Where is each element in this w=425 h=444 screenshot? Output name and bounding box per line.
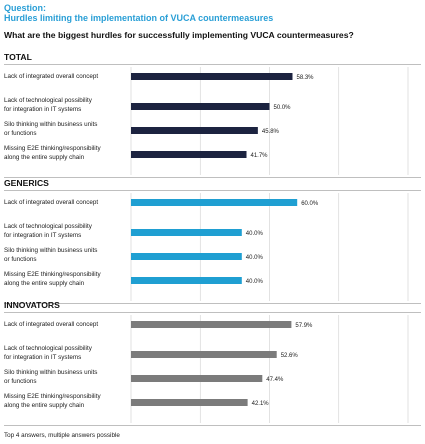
value-label: 52.6%	[281, 353, 299, 359]
value-label: 50.0%	[274, 105, 292, 111]
bar	[131, 229, 242, 236]
category-label: Missing E2E thinking/responsibility along…	[4, 145, 101, 161]
question-subtitle: Hurdles limiting the implementation of V…	[4, 13, 274, 23]
bar	[131, 277, 242, 284]
category-label: Lack of integrated overall concept	[4, 199, 98, 206]
bar-chart-total: Lack of integrated overall concept 58.3% L…	[4, 67, 409, 175]
panel-title: TOTAL	[4, 52, 32, 62]
category-label: Lack of technological possibility for int…	[4, 345, 93, 361]
value-label: 40.0%	[246, 231, 264, 237]
bar	[131, 199, 298, 206]
category-label: Silo thinking within business units or fu…	[4, 121, 97, 137]
category-label: Lack of technological possibility for int…	[4, 97, 93, 113]
footnote: Top 4 answers, multiple answers possible	[4, 432, 120, 439]
category-label: Missing E2E thinking/responsibility along…	[4, 393, 101, 409]
main-question: What are the biggest hurdles for success…	[4, 30, 354, 40]
bar	[131, 351, 277, 358]
bar	[131, 151, 247, 158]
bar	[131, 399, 248, 406]
bar	[131, 253, 242, 260]
panel-title: GENERICS	[4, 178, 49, 188]
chart-box: Lack of integrated overall concept 58.3% L…	[4, 64, 421, 178]
bar	[131, 103, 270, 110]
value-label: 57.9%	[295, 323, 313, 329]
category-label: Silo thinking within business units or fu…	[4, 247, 97, 263]
value-label: 60.0%	[301, 201, 319, 207]
category-label: Lack of technological possibility for int…	[4, 223, 93, 239]
value-label: 42.1%	[252, 401, 270, 407]
value-label: 47.4%	[266, 377, 284, 383]
value-label: 45.8%	[262, 129, 280, 135]
value-label: 40.0%	[246, 255, 264, 261]
panel-title: INNOVATORS	[4, 300, 60, 310]
bar-chart-innovators: Lack of integrated overall concept 57.9% L…	[4, 315, 409, 423]
value-label: 41.7%	[251, 153, 269, 159]
bar	[131, 73, 293, 80]
category-label: Silo thinking within business units or fu…	[4, 369, 97, 385]
chart-box: Lack of integrated overall concept 57.9% L…	[4, 312, 421, 426]
chart-box: Lack of integrated overall concept 60.0% L…	[4, 190, 421, 304]
question-label: Question:	[4, 3, 46, 13]
bar-chart-generics: Lack of integrated overall concept 60.0% L…	[4, 193, 409, 301]
value-label: 40.0%	[246, 279, 264, 285]
category-label: Missing E2E thinking/responsibility along…	[4, 271, 101, 287]
category-label: Lack of integrated overall concept	[4, 73, 98, 80]
value-label: 58.3%	[296, 75, 314, 81]
category-label: Lack of integrated overall concept	[4, 321, 98, 328]
bar	[131, 375, 263, 382]
bar	[131, 321, 292, 328]
bar	[131, 127, 258, 134]
